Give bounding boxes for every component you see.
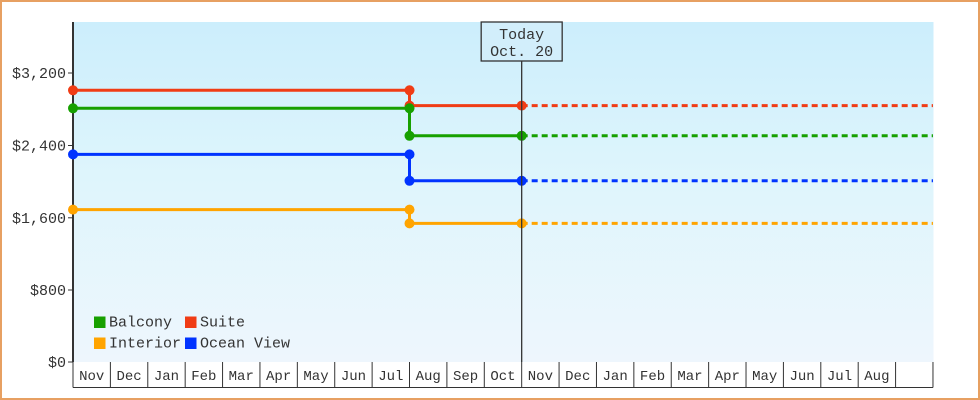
svg-text:Balcony: Balcony (109, 315, 172, 332)
svg-text:Feb: Feb (191, 369, 216, 385)
svg-text:Interior: Interior (109, 336, 181, 353)
svg-text:Dec: Dec (565, 369, 590, 385)
svg-text:Ocean View: Ocean View (200, 336, 290, 353)
svg-text:Dec: Dec (116, 369, 141, 385)
svg-text:Mar: Mar (677, 369, 702, 385)
svg-text:$0: $0 (48, 355, 66, 372)
svg-text:Apr: Apr (715, 369, 740, 385)
svg-text:Nov: Nov (79, 369, 104, 385)
svg-text:May: May (303, 369, 328, 385)
svg-text:Apr: Apr (266, 369, 291, 385)
svg-text:Jun: Jun (790, 369, 815, 385)
svg-text:Oct. 20: Oct. 20 (490, 44, 553, 61)
svg-text:Nov: Nov (528, 369, 553, 385)
svg-text:May: May (752, 369, 777, 385)
svg-text:Oct: Oct (490, 369, 515, 385)
svg-text:Aug: Aug (864, 369, 889, 385)
svg-text:$1,600: $1,600 (12, 211, 66, 228)
svg-text:Jul: Jul (827, 369, 852, 385)
svg-text:$800: $800 (30, 283, 66, 300)
svg-text:Jan: Jan (603, 369, 628, 385)
svg-text:Sep: Sep (453, 369, 478, 385)
svg-text:Jun: Jun (341, 369, 366, 385)
svg-text:$3,200: $3,200 (12, 66, 66, 83)
svg-text:Jul: Jul (378, 369, 403, 385)
svg-text:Feb: Feb (640, 369, 665, 385)
svg-text:Suite: Suite (200, 315, 245, 332)
svg-text:Aug: Aug (416, 369, 441, 385)
svg-text:Jan: Jan (154, 369, 179, 385)
svg-text:$2,400: $2,400 (12, 139, 66, 156)
svg-text:Mar: Mar (229, 369, 254, 385)
svg-text:Today: Today (499, 27, 544, 44)
